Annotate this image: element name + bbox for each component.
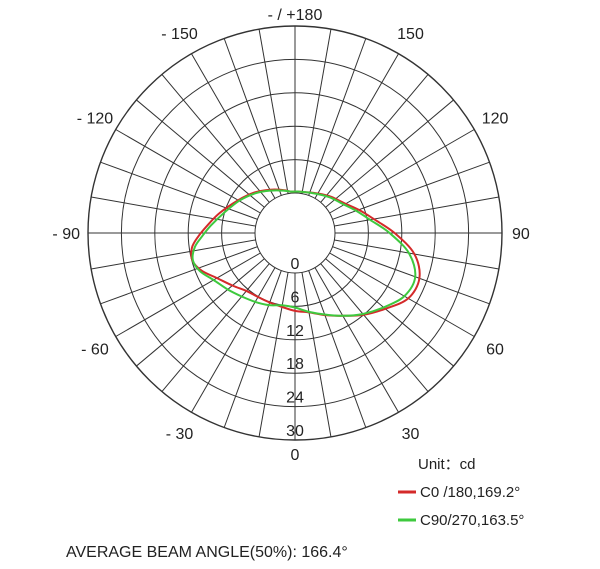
angle-tick-label: 60 — [486, 342, 504, 359]
grid-spoke — [223, 270, 282, 428]
grid-spoke — [191, 53, 276, 199]
radial-tick-label: 24 — [286, 390, 304, 407]
angle-tick-label: - 60 — [81, 342, 109, 359]
grid-spoke — [136, 99, 265, 208]
angle-tick-label: 150 — [397, 26, 424, 43]
grid-spoke — [314, 267, 399, 413]
grid-spoke — [258, 272, 289, 437]
grid-spoke — [191, 267, 276, 413]
grid-spoke — [329, 129, 475, 214]
radial-tick-labels: 0 6 12 18 24 30 — [286, 256, 304, 440]
grid-spoke — [329, 252, 475, 337]
radial-tick-label: 0 — [291, 256, 300, 273]
angle-tick-label: - 30 — [166, 426, 194, 443]
grid-spoke — [334, 239, 499, 270]
grid-spoke — [320, 263, 429, 392]
angle-tick-label: - 120 — [77, 111, 114, 128]
grid-spoke — [100, 246, 258, 305]
grid-spoke — [91, 239, 256, 270]
angle-tick-label: 90 — [512, 226, 530, 243]
grid-spoke — [320, 74, 429, 203]
radial-tick-label: 12 — [286, 323, 304, 340]
angle-tick-label: 0 — [291, 447, 300, 464]
grid-spoke — [115, 129, 261, 214]
grid-spoke — [325, 258, 454, 367]
grid-spoke — [223, 38, 282, 196]
grid-spoke — [325, 99, 454, 208]
legend: Unit：cd C0 /180,169.2° C90/270,163.5° — [398, 456, 524, 529]
beam-angle-footer: AVERAGE BEAM ANGLE(50%): 166.4° — [66, 544, 348, 561]
angle-tick-label: - 90 — [52, 226, 80, 243]
grid-spoke — [258, 29, 289, 194]
angle-tick-label: - 150 — [161, 26, 198, 43]
unit-label: Unit：cd — [418, 456, 476, 473]
series-line-c0 — [190, 188, 421, 317]
grid-spoke — [308, 270, 367, 428]
grid-spoke — [301, 29, 332, 194]
grid-spoke — [332, 246, 490, 305]
series-group — [190, 188, 421, 317]
grid-spoke — [308, 38, 367, 196]
grid-spoke — [100, 161, 258, 220]
grid-spoke — [136, 258, 265, 367]
radial-tick-label: 30 — [286, 423, 304, 440]
grid-spoke — [115, 252, 261, 337]
grid-spoke — [334, 196, 499, 227]
grid-spoke — [161, 263, 270, 392]
legend-label: C0 /180,169.2° — [420, 484, 520, 501]
angle-tick-label: 120 — [482, 111, 509, 128]
grid-spoke — [301, 272, 332, 437]
angle-tick-label: - / +180 — [268, 7, 323, 24]
angle-tick-label: 30 — [402, 426, 420, 443]
radial-tick-label: 18 — [286, 356, 304, 373]
legend-label: C90/270,163.5° — [420, 512, 524, 529]
radial-tick-label: 6 — [291, 289, 300, 306]
grid-spoke — [161, 74, 270, 203]
polar-grid — [87, 25, 503, 441]
grid-spoke — [314, 53, 399, 199]
grid-spoke — [91, 196, 256, 227]
series-line-c90 — [191, 189, 417, 317]
